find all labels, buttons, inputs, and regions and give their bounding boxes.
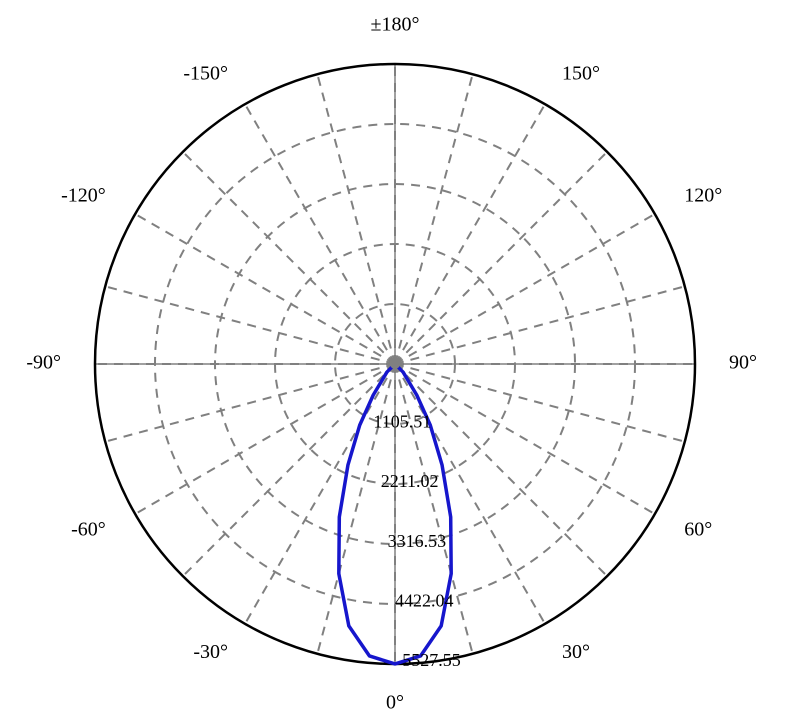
radial-label: 5527.55 [402, 650, 461, 670]
angle-label: -60° [71, 519, 106, 541]
angle-label: 120° [684, 185, 722, 207]
center-dot [390, 359, 400, 369]
angle-label: 60° [684, 519, 712, 541]
angle-label: -150° [183, 62, 228, 84]
angle-label: -120° [61, 185, 106, 207]
polar-chart: 1105.51 2211.02 3316.53 4422.04 5527.55 0° 30°… [0, 0, 790, 728]
angle-label: 30° [562, 641, 590, 663]
radial-label: 4422.04 [395, 590, 454, 610]
angle-label: 90° [729, 352, 757, 374]
angle-label: ±180° [371, 14, 420, 36]
angle-label: -90° [26, 352, 61, 374]
angle-label: -30° [193, 641, 228, 663]
angle-label: 150° [562, 62, 600, 84]
angle-label: 0° [386, 692, 404, 714]
radial-labels: 1105.51 2211.02 3316.53 4422.04 5527.55 [373, 412, 460, 670]
radial-label: 1105.51 [373, 412, 431, 432]
radial-label: 2211.02 [381, 471, 439, 491]
radial-label: 3316.53 [388, 531, 447, 551]
